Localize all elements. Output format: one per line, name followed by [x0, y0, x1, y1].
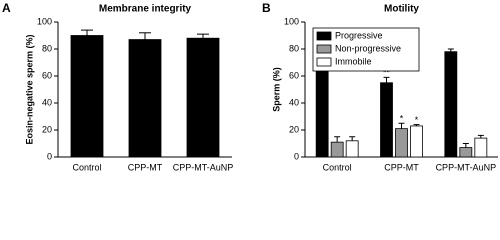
- x-tick-label: Control: [72, 162, 101, 172]
- bar: [395, 128, 408, 158]
- y-tick-label: 40: [289, 97, 299, 107]
- annotation: *: [415, 115, 419, 125]
- legend-swatch: [316, 31, 332, 41]
- bar: [70, 35, 104, 158]
- y-tick-label: 60: [289, 70, 299, 80]
- legend-swatch: [316, 57, 332, 67]
- bar: [444, 51, 458, 158]
- y-axis-label: Sperm (%): [271, 67, 281, 112]
- legend-label: Immobile: [335, 56, 372, 66]
- bar: [410, 125, 423, 158]
- legend-label: Progressive: [335, 30, 383, 40]
- y-tick-label: 20: [42, 124, 52, 134]
- bar: [186, 37, 220, 158]
- y-tick-label: 40: [42, 97, 52, 107]
- y-tick-label: 0: [47, 151, 52, 161]
- x-tick-label: CPP-MT-AuNP: [173, 162, 234, 172]
- bar: [128, 39, 162, 158]
- bar: [474, 137, 488, 158]
- legend-label: Non-progressive: [335, 43, 401, 53]
- chart-title: Membrane integrity: [99, 4, 192, 15]
- annotation: *: [400, 114, 404, 124]
- legend-swatch: [316, 44, 332, 54]
- y-tick-label: 0: [294, 151, 299, 161]
- bar: [330, 141, 344, 158]
- panel-label: A: [2, 1, 11, 15]
- panel-label: B: [262, 1, 271, 15]
- x-tick-label: Control: [323, 162, 352, 172]
- bar: [459, 147, 473, 158]
- chart-title: Motility: [384, 4, 419, 15]
- y-tick-label: 100: [37, 16, 52, 26]
- x-tick-label: CPP-MT: [128, 162, 163, 172]
- y-tick-label: 80: [289, 43, 299, 53]
- y-tick-label: 20: [289, 124, 299, 134]
- y-tick-label: 60: [42, 70, 52, 80]
- figure: A Membrane integrity Eosin-negative sperm …: [2, 1, 498, 172]
- bar: [345, 140, 359, 158]
- y-tick-label: 80: [42, 43, 52, 53]
- page: {"chart_data": [ {"type": "bar", "panel_…: [2, 1, 498, 173]
- bar: [380, 82, 393, 158]
- y-axis-label: Eosin-negative sperm (%): [24, 34, 34, 144]
- y-tick-label: 100: [284, 16, 299, 26]
- x-tick-label: CPP-MT-AuNP: [436, 162, 497, 172]
- annotation: **: [383, 68, 391, 78]
- x-tick-label: CPP-MT: [384, 162, 419, 172]
